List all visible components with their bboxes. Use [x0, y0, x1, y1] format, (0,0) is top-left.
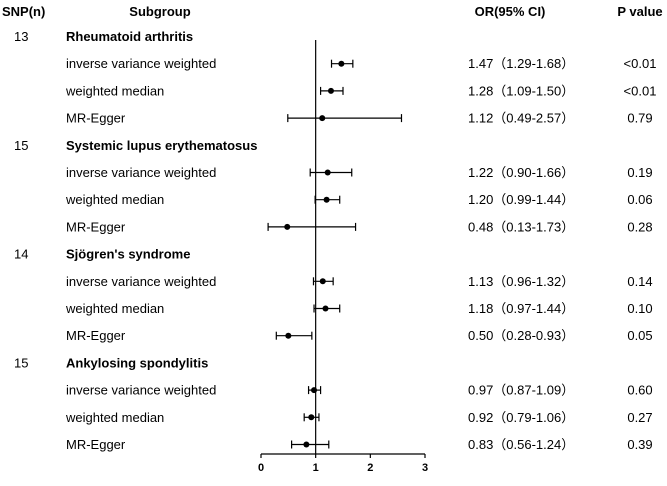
p-value-header: P value [617, 4, 662, 19]
p-value: <0.01 [624, 56, 657, 71]
method-label: weighted median [65, 410, 164, 425]
p-value: 0.19 [627, 165, 652, 180]
p-value: 0.28 [627, 219, 652, 234]
method-label: MR-Egger [66, 328, 126, 343]
p-value: 0.27 [627, 410, 652, 425]
or-ci-value: 0.50（0.28-0.93） [468, 328, 574, 343]
table-headers: SNP(n) Subgroup OR(95% CI) P value [2, 4, 663, 19]
snp-header: SNP(n) [2, 4, 45, 19]
or-ci-value: 1.20（0.99-1.44） [468, 192, 574, 207]
point-estimate [284, 223, 291, 230]
method-label: inverse variance weighted [66, 56, 216, 71]
snp-count: 15 [14, 138, 28, 153]
p-value: 0.39 [627, 437, 652, 452]
p-value: <0.01 [624, 83, 657, 98]
or-ci-value: 1.47（1.29-1.68） [468, 56, 574, 71]
or-ci-value: 1.12（0.49-2.57） [468, 111, 574, 126]
p-value: 0.79 [627, 111, 652, 126]
point-estimate [322, 305, 329, 312]
group-label: Rheumatoid arthritis [66, 29, 193, 44]
or-ci-value: 0.48（0.13-1.73） [468, 219, 574, 234]
point-estimate [323, 196, 330, 203]
x-axis-ticks: 0 1 2 3 [258, 454, 428, 474]
group-label: Ankylosing spondylitis [66, 355, 208, 370]
method-label: inverse variance weighted [66, 383, 216, 398]
or-ci-value: 0.83（0.56-1.24） [468, 437, 574, 452]
method-label: MR-Egger [66, 111, 126, 126]
subgroup-header: Subgroup [129, 4, 190, 19]
snp-count: 15 [14, 355, 28, 370]
point-estimate [303, 441, 310, 448]
p-value: 0.60 [627, 383, 652, 398]
point-estimate [319, 278, 326, 285]
point-estimate [308, 414, 315, 421]
point-estimate [338, 60, 345, 67]
method-label: weighted median [65, 192, 164, 207]
point-estimate [327, 87, 334, 94]
p-value: 0.14 [627, 274, 652, 289]
point-estimate [319, 115, 326, 122]
point-estimate [311, 387, 318, 394]
or-ci-value: 1.28（1.09-1.50） [468, 83, 574, 98]
snp-count: 14 [14, 247, 28, 262]
or-ci-value: 0.97（0.87-1.09） [468, 383, 574, 398]
table-rows: 13 Rheumatoid arthritis inverse variance w… [14, 29, 656, 452]
x-tick-label: 2 [367, 462, 373, 474]
estimates [267, 59, 403, 449]
group-label: Systemic lupus erythematosus [66, 138, 257, 153]
group-label: Sjögren's syndrome [66, 247, 190, 262]
point-estimate [324, 169, 331, 176]
or-ci-value: 0.92（0.79-1.06） [468, 410, 574, 425]
method-label: MR-Egger [66, 437, 126, 452]
snp-count: 13 [14, 29, 28, 44]
p-value: 0.10 [627, 301, 652, 316]
p-value: 0.05 [627, 328, 652, 343]
or-ci-value: 1.13（0.96-1.32） [468, 274, 574, 289]
x-tick-label: 3 [422, 462, 428, 474]
method-label: weighted median [65, 83, 164, 98]
point-estimate [285, 332, 292, 339]
p-value: 0.06 [627, 192, 652, 207]
or-ci-value: 1.22（0.90-1.66） [468, 165, 574, 180]
method-label: weighted median [65, 301, 164, 316]
plot-area: 0 1 2 3 [258, 40, 428, 474]
or-ci-header: OR(95% CI) [475, 4, 546, 19]
x-tick-label: 0 [258, 462, 264, 474]
method-label: inverse variance weighted [66, 274, 216, 289]
or-ci-value: 1.18（0.97-1.44） [468, 301, 574, 316]
method-label: MR-Egger [66, 219, 126, 234]
method-label: inverse variance weighted [66, 165, 216, 180]
x-tick-label: 1 [313, 462, 319, 474]
